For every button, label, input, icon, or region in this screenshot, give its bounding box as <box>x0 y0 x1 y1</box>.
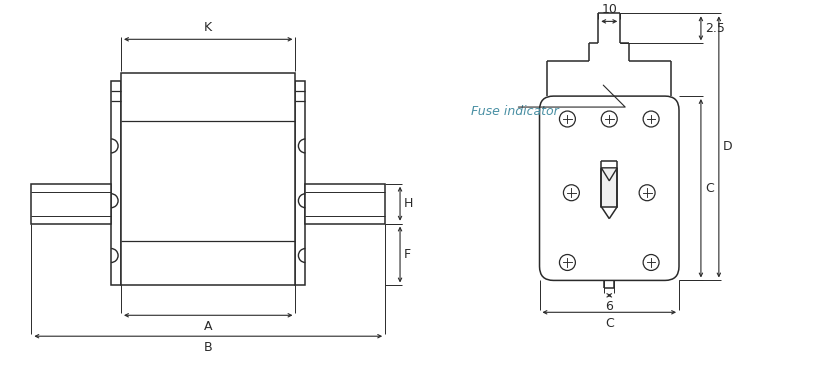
Text: B: B <box>204 341 212 354</box>
Text: C: C <box>704 182 713 195</box>
Bar <box>31 184 111 223</box>
Bar <box>295 81 305 285</box>
Text: 6: 6 <box>604 300 613 313</box>
Polygon shape <box>600 168 617 181</box>
Text: Fuse indicator: Fuse indicator <box>470 105 558 118</box>
Text: F: F <box>404 248 410 261</box>
Bar <box>600 169 617 207</box>
Circle shape <box>642 111 658 127</box>
Text: H: H <box>404 197 413 210</box>
Circle shape <box>638 185 654 201</box>
Text: 10: 10 <box>600 4 617 16</box>
Circle shape <box>559 254 575 270</box>
Circle shape <box>642 254 658 270</box>
Text: 2.5: 2.5 <box>704 22 724 35</box>
Text: A: A <box>204 320 212 333</box>
Text: C: C <box>604 317 613 330</box>
Bar <box>111 81 121 285</box>
Text: K: K <box>204 21 212 34</box>
Circle shape <box>600 111 617 127</box>
Text: D: D <box>722 140 731 153</box>
Circle shape <box>559 111 575 127</box>
Bar <box>121 73 295 285</box>
Bar <box>305 184 385 223</box>
Circle shape <box>563 185 579 201</box>
FancyBboxPatch shape <box>539 96 678 280</box>
